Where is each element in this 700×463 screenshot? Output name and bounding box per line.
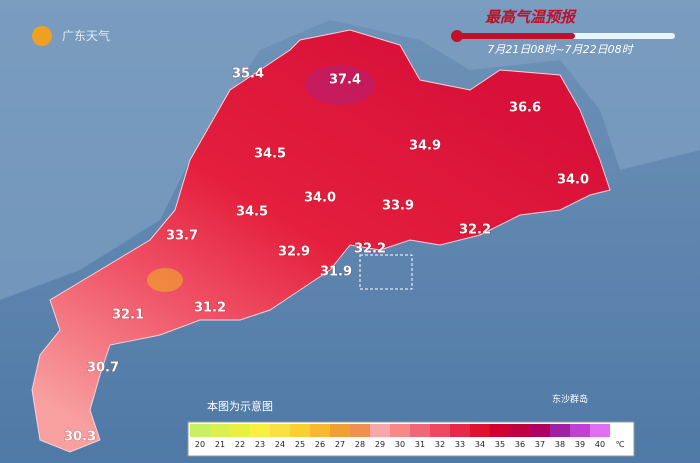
temperature-label: 30.3 xyxy=(64,430,96,445)
legend-swatch xyxy=(210,424,230,437)
legend-tick: 29 xyxy=(375,440,385,449)
legend-tick: 26 xyxy=(315,440,325,449)
thermometer-fill xyxy=(455,33,575,39)
temperature-label: 35.4 xyxy=(232,67,264,82)
legend-tick: 35 xyxy=(495,440,505,449)
legend-tick: 31 xyxy=(415,440,425,449)
temperature-label: 37.4 xyxy=(329,73,361,88)
temperature-label: 34.0 xyxy=(557,173,589,188)
legend-tick: 34 xyxy=(475,440,485,449)
legend-tick: 23 xyxy=(255,440,265,449)
legend-swatch xyxy=(590,424,610,437)
legend-unit: ℃ xyxy=(616,440,625,449)
temperature-label: 32.9 xyxy=(278,245,310,260)
legend-swatch xyxy=(350,424,370,437)
legend-swatch xyxy=(250,424,270,437)
hot-zone xyxy=(305,65,375,105)
logo-icon xyxy=(32,26,52,46)
legend-tick: 28 xyxy=(355,440,365,449)
legend-tick: 30 xyxy=(395,440,405,449)
legend-swatch xyxy=(190,424,210,437)
legend-tick: 32 xyxy=(435,440,445,449)
island-label: 东沙群岛 xyxy=(552,393,588,405)
temperature-label: 34.5 xyxy=(254,147,286,162)
legend-swatch xyxy=(470,424,490,437)
legend-tick: 40 xyxy=(595,440,605,449)
legend-swatch xyxy=(530,424,550,437)
title: 最高气温预报 xyxy=(485,8,577,26)
warm-zone xyxy=(147,268,183,292)
temperature-label: 32.2 xyxy=(354,242,386,257)
temperature-labels: 35.4 37.4 36.6 34.5 34.9 34.0 34.0 34.5 33.9 33.7… xyxy=(63,66,589,445)
legend-tick: 27 xyxy=(335,440,345,449)
temperature-label: 31.2 xyxy=(194,301,226,316)
temperature-label: 32.1 xyxy=(112,308,144,323)
logo-text: 广东天气 xyxy=(62,28,110,43)
thermometer-bulb xyxy=(451,30,463,42)
temperature-label: 34.5 xyxy=(236,205,268,220)
legend-swatch xyxy=(550,424,570,437)
legend-swatch xyxy=(390,424,410,437)
legend-tick: 21 xyxy=(215,440,225,449)
legend-swatch xyxy=(570,424,590,437)
legend-swatch xyxy=(510,424,530,437)
land xyxy=(0,0,700,300)
legend-swatch xyxy=(230,424,250,437)
legend-swatch xyxy=(270,424,290,437)
legend-tick: 36 xyxy=(515,440,525,449)
temperature-label: 31.9 xyxy=(320,265,352,280)
legend-tick: 22 xyxy=(235,440,245,449)
temperature-label: 36.6 xyxy=(509,101,541,116)
legend-swatch xyxy=(410,424,430,437)
legend: 20 21 22 23 24 25 26 27 28 29 30 31 32 33 34 35 36 37 38 39… xyxy=(187,421,635,457)
temperature-label: 32.2 xyxy=(459,223,491,238)
legend-tick: 39 xyxy=(575,440,585,449)
legend-tick: 24 xyxy=(275,440,285,449)
legend-swatch xyxy=(430,424,450,437)
legend-swatch xyxy=(490,424,510,437)
legend-tick: 20 xyxy=(195,440,205,449)
legend-tick: 38 xyxy=(555,440,565,449)
legend-swatch xyxy=(370,424,390,437)
temperature-label: 34.9 xyxy=(409,139,441,154)
period: 7月21日08时~7月22日08时 xyxy=(487,43,634,56)
legend-swatch xyxy=(310,424,330,437)
inset-box xyxy=(359,254,413,290)
temperature-label: 33.9 xyxy=(382,199,414,214)
legend-swatch xyxy=(290,424,310,437)
note: 本图为示意图 xyxy=(207,399,273,413)
legend-tick: 37 xyxy=(535,440,545,449)
temperature-label: 33.7 xyxy=(166,229,198,244)
legend-tick: 25 xyxy=(295,440,305,449)
legend-swatch xyxy=(330,424,350,437)
legend-tick: 33 xyxy=(455,440,465,449)
province xyxy=(31,29,611,453)
legend-swatch xyxy=(450,424,470,437)
temperature-label: 30.7 xyxy=(87,361,119,376)
temperature-label: 34.0 xyxy=(304,191,336,206)
